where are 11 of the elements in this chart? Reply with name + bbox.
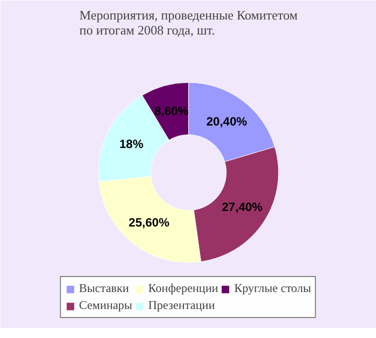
legend-label: Выставки (78, 281, 129, 296)
legend-label: Семинары (78, 298, 132, 313)
data-label: 20,40% (206, 114, 248, 128)
data-label: 8,60% (154, 104, 189, 118)
legend-label: Конференции (148, 281, 218, 296)
data-label: 18% (119, 136, 144, 151)
data-label: 25,60% (128, 216, 170, 230)
data-label: 27,40% (222, 200, 263, 214)
chart-title: Мероприятия, проведенные Комитетом по итогам 2008 года, шт. (79, 8, 298, 38)
legend-label: Круглые столы (234, 281, 312, 296)
legend-label: Презентации (148, 298, 215, 313)
